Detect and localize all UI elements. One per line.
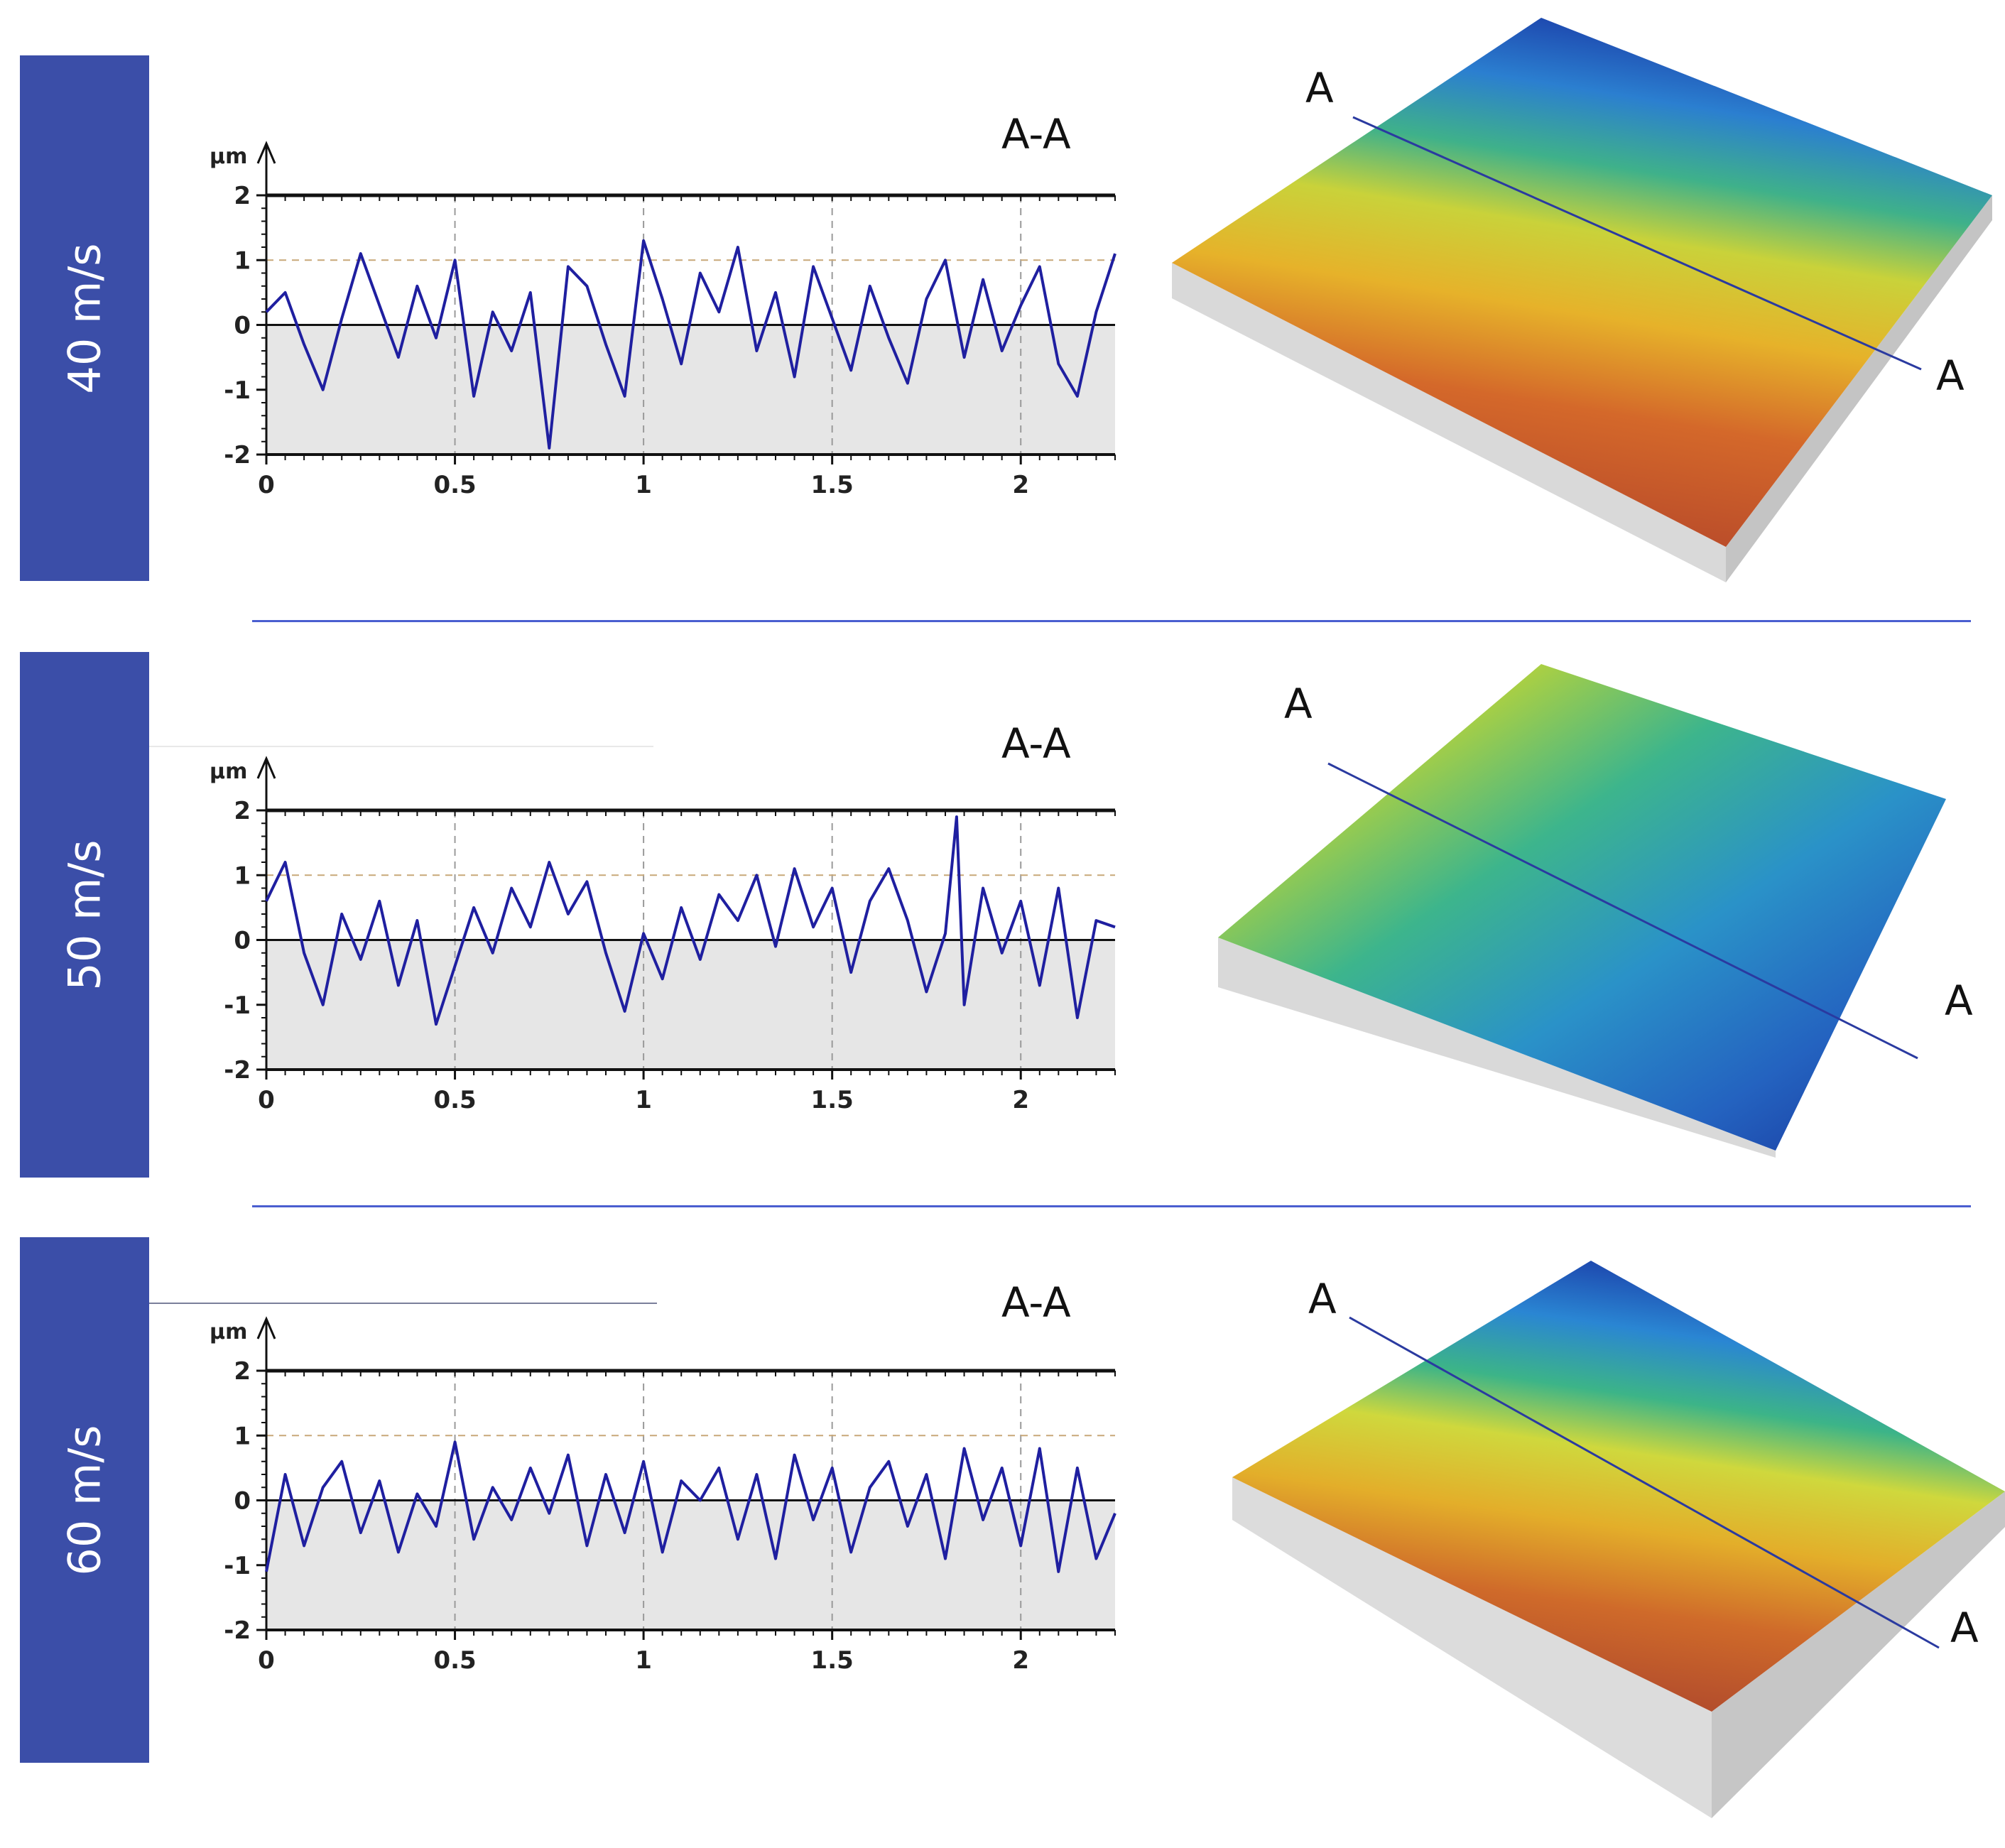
speed-tab-50: 50 m/s [20,652,149,1178]
divider-2 [252,1205,1971,1207]
y-tick-label: -1 [224,991,251,1020]
surface-top [1172,18,1992,547]
section-label-60: A-A [1001,1278,1071,1327]
thin-rule [149,1303,657,1304]
surface-side [1218,937,1776,1158]
y-tick-label: -1 [224,1552,251,1580]
surface-side [1172,263,1726,582]
x-tick-label: 0.5 [433,471,476,499]
x-tick-label: 0.5 [433,1646,476,1675]
surface-map-50 [1218,664,1946,1158]
surface-map-60 [1232,1261,2005,1818]
surface-top [1218,664,1946,1151]
speed-tab-40: 40 m/s [20,55,149,581]
speed-tab-60: 60 m/s [20,1237,149,1763]
x-tick-label: 2 [1012,471,1029,499]
speed-label-40: 40 m/s [58,242,111,394]
y-axis-arrow [256,1316,276,1339]
x-tick-label: 0 [258,471,275,499]
divider-1 [252,620,1971,622]
section-label-40: A-A [1001,110,1071,158]
x-tick-label: 2 [1012,1086,1029,1114]
y-tick-label: 1 [234,862,251,890]
profile-line [265,1440,1116,1573]
section-label-50: A-A [1001,719,1071,768]
speed-label-50: 50 m/s [58,839,111,991]
y-axis-arrow [256,756,276,779]
y-tick-label: 2 [234,1357,251,1386]
speed-label-60: 60 m/s [58,1424,111,1576]
y-tick-label: 1 [234,1422,251,1450]
x-tick-label: 0 [258,1086,275,1114]
marker-a-left-50: A [1284,680,1313,728]
x-tick-label: 1 [635,1646,652,1675]
y-axis-label: µm [210,1320,247,1344]
thin-rule [149,746,653,747]
marker-a-left-40: A [1305,64,1334,112]
profile-line [265,239,1116,450]
y-tick-label: 0 [234,1487,251,1516]
x-tick-label: 1 [635,471,652,499]
surface-side-right [1712,1491,2005,1818]
y-tick-label: -2 [224,1616,251,1645]
x-tick-label: 1 [635,1086,652,1114]
profile-line [265,815,1116,1026]
x-tick-label: 1.5 [811,1646,854,1675]
section-line [1349,1316,1940,1649]
y-tick-label: 0 [234,927,251,955]
band-50: 50 m/s A-A µm 2 1 0 -1 -2 0 0.5 1 1.5 2 A A [0,597,2005,1193]
x-tick-label: 0 [258,1646,275,1675]
y-axis-arrow [256,141,276,164]
y-tick-label: -2 [224,1056,251,1085]
y-tick-label: 2 [234,797,251,825]
lower-shade [266,325,1115,455]
x-tick-label: 1.5 [811,1086,854,1114]
section-line [1352,116,1922,371]
y-tick-label: 1 [234,246,251,275]
marker-a-left-60: A [1308,1275,1337,1323]
surface-side-right [1726,195,1992,582]
surface-map-40 [1172,18,1992,582]
band-60: 60 m/s A-A µm 2 1 0 -1 -2 0 0.5 1 1.5 2 A A [0,1193,2005,1818]
y-axis-label: µm [210,144,247,169]
lower-shade [266,1500,1115,1630]
surface-side [1232,1477,1712,1818]
marker-a-right-40: A [1936,352,1965,400]
y-tick-label: -1 [224,376,251,405]
x-tick-label: 2 [1012,1646,1029,1675]
y-tick-label: 0 [234,312,251,340]
marker-a-right-60: A [1950,1604,1979,1652]
y-tick-label: -2 [224,441,251,469]
marker-a-right-50: A [1945,977,1973,1025]
band-40: 40 m/s A-A µm 2 1 0 -1 -2 0 0.5 1 1.5 2 A A [0,0,2005,597]
surface-top [1232,1261,2005,1712]
y-tick-label: 2 [234,182,251,210]
x-tick-label: 1.5 [811,471,854,499]
y-axis-label: µm [210,759,247,784]
x-tick-label: 0.5 [433,1086,476,1114]
section-line [1327,762,1918,1060]
lower-shade [266,940,1115,1070]
